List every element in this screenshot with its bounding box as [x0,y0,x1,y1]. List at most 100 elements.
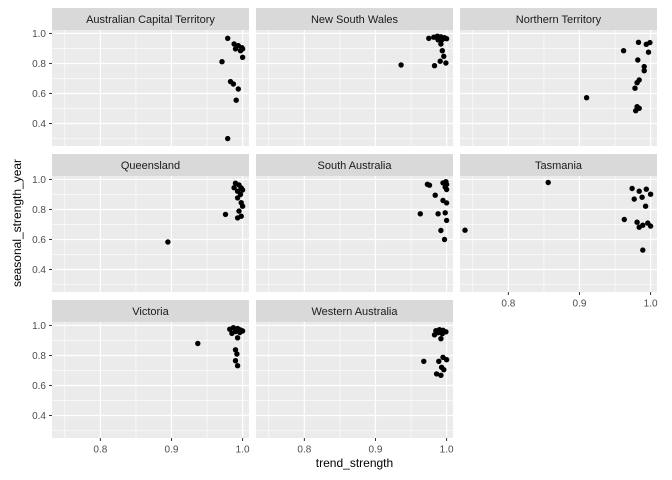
data-point [647,223,654,229]
data-point [443,357,450,363]
data-point [435,37,441,43]
facet-panel [256,176,453,292]
facet-panel [52,176,249,292]
data-point [165,239,171,245]
data-point [233,97,239,103]
data-point [232,347,239,353]
data-point [417,211,423,217]
data-point [620,48,627,54]
data-point [443,60,449,66]
y-tick-label: 1.0 [32,321,46,332]
facet-strip [52,154,249,176]
facet-strip [256,154,453,176]
data-point [235,86,241,92]
facet-panel [52,322,249,438]
data-point [222,211,229,218]
data-point [437,58,443,64]
data-point [230,81,237,87]
facet-strip-label: Northern Territory [516,14,602,26]
data-point [432,192,438,198]
data-point [441,236,448,243]
data-point [431,332,438,338]
y-axis-title: seasonal_strength_year [10,158,24,288]
data-point [629,185,635,192]
data-point [234,335,241,341]
data-point [231,41,237,47]
data-point [545,179,551,186]
facet-strip [52,300,249,322]
facet-strip [256,8,453,30]
x-tick-label: 1.0 [236,445,250,456]
data-point [232,358,239,364]
data-point [633,108,639,114]
data-point [443,217,450,224]
facet-panel [256,30,453,146]
facet-panel [460,176,657,292]
x-tick-label: 0.9 [165,445,179,456]
facet-strip [256,300,453,322]
data-point [439,36,445,43]
data-point [641,63,647,70]
x-tick-label: 1.0 [644,299,658,310]
data-point [634,219,640,225]
data-point [438,372,444,378]
data-point [239,203,246,209]
y-tick-label: 0.6 [32,381,46,392]
x-tick-label: 0.8 [297,445,311,456]
data-point [421,358,427,364]
x-tick-label: 0.9 [369,445,383,456]
data-point [438,227,444,234]
data-point [438,336,444,342]
y-tick-label: 0.4 [32,265,46,276]
data-point [640,247,646,253]
y-tick-label: 1.0 [32,29,46,40]
data-point [435,211,441,217]
data-point [443,36,450,42]
data-point [219,59,225,65]
data-point [442,210,448,216]
data-point [636,224,642,230]
data-point [583,95,590,101]
y-tick-label: 0.6 [32,235,46,246]
data-point [232,46,239,52]
data-point [234,363,241,369]
x-tick-label: 0.9 [573,299,587,310]
data-point [635,57,641,63]
y-tick-label: 0.8 [32,351,46,362]
y-tick-label: 0.8 [32,59,46,70]
facet-strip-label: Victoria [132,306,169,318]
data-point [439,331,445,337]
data-point [225,35,231,41]
data-point [225,135,231,142]
data-point [647,39,653,46]
facet-strip-label: Australian Capital Territory [86,14,215,26]
facet-strip-label: Western Australia [311,306,398,318]
data-point [236,208,242,214]
data-point [645,49,652,55]
data-point [639,194,645,200]
data-point [433,371,440,377]
data-point [436,358,442,364]
data-point [439,48,445,54]
data-point [642,203,649,209]
data-point [443,200,450,206]
data-point [621,216,627,223]
data-point [641,68,647,74]
x-tick-label: 0.8 [93,445,107,456]
facet-strip [460,154,657,176]
data-point [237,329,243,336]
data-point [431,62,438,69]
data-point [441,367,447,373]
y-tick-label: 0.4 [32,119,46,130]
facet-strip-label: Queensland [121,160,180,172]
y-tick-label: 0.4 [32,411,46,422]
data-point [239,46,246,52]
facet-panel [256,322,453,438]
facet-strip [460,8,657,30]
facet-panel [52,30,249,146]
data-point [636,188,642,194]
facet-strip-label: Tasmania [535,160,583,172]
data-point [647,191,654,197]
